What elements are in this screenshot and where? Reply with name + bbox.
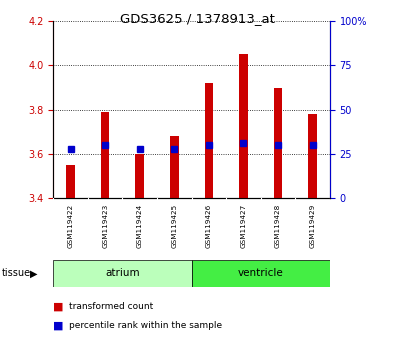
Text: percentile rank within the sample: percentile rank within the sample bbox=[69, 321, 222, 330]
Bar bbox=[308, 114, 317, 198]
Text: GSM119428: GSM119428 bbox=[275, 204, 281, 248]
Bar bbox=[205, 83, 213, 198]
Text: ventricle: ventricle bbox=[238, 268, 284, 279]
Bar bbox=[170, 136, 179, 198]
Text: GSM119423: GSM119423 bbox=[102, 204, 108, 248]
Text: GSM119426: GSM119426 bbox=[206, 204, 212, 248]
Text: GSM119422: GSM119422 bbox=[68, 204, 73, 248]
Text: GSM119427: GSM119427 bbox=[241, 204, 246, 248]
Bar bbox=[53, 260, 192, 287]
Text: ■: ■ bbox=[53, 321, 64, 331]
Text: tissue: tissue bbox=[2, 268, 31, 279]
Bar bbox=[239, 55, 248, 198]
Text: GDS3625 / 1378913_at: GDS3625 / 1378913_at bbox=[120, 12, 275, 25]
Bar bbox=[135, 154, 144, 198]
Text: GSM119429: GSM119429 bbox=[310, 204, 316, 248]
Text: GSM119424: GSM119424 bbox=[137, 204, 143, 248]
Bar bbox=[101, 112, 109, 198]
Text: transformed count: transformed count bbox=[69, 302, 153, 311]
Bar bbox=[274, 88, 282, 198]
Text: ▶: ▶ bbox=[30, 268, 38, 279]
Text: GSM119425: GSM119425 bbox=[171, 204, 177, 248]
Text: ■: ■ bbox=[53, 301, 64, 311]
Bar bbox=[192, 260, 330, 287]
Text: atrium: atrium bbox=[105, 268, 140, 279]
Bar bbox=[66, 165, 75, 198]
